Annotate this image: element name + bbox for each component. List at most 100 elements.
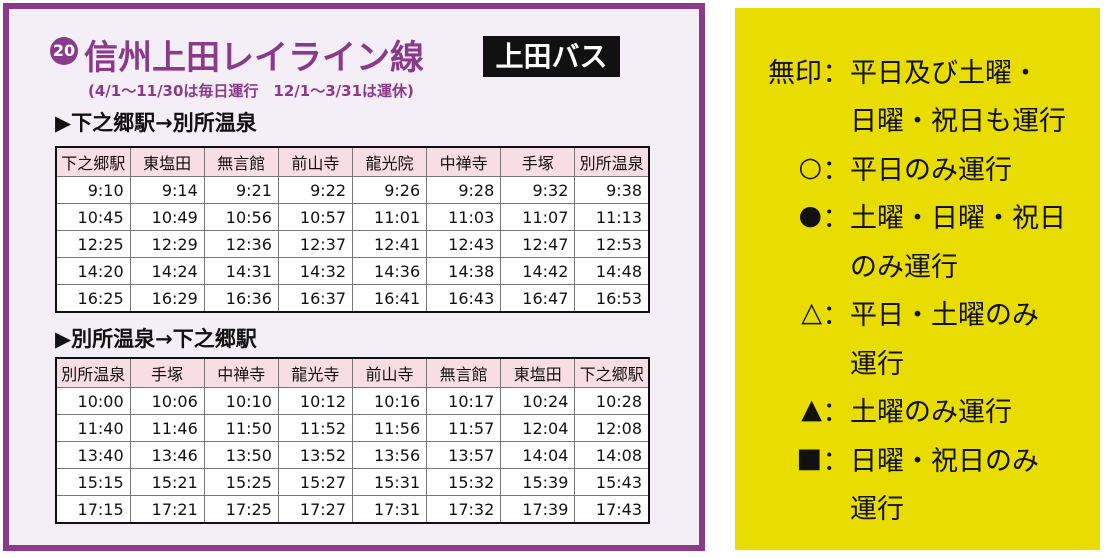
departure-time: 12:36 (203, 230, 279, 258)
departure-time: 16:47 (500, 284, 576, 313)
departure-time: 10:10 (203, 387, 279, 415)
stop-name: 東塩田 (500, 357, 576, 388)
time-row: 9:10 9:14 9:21 9:22 9:26 9:28 9:32 9:38 (55, 176, 650, 204)
departure-time: 10:17 (426, 387, 502, 415)
time-row: 10:00 10:06 10:10 10:12 10:16 10:17 10:24 10:28 (55, 387, 650, 415)
departure-time: 10:16 (351, 387, 428, 415)
departure-time: 17:25 (203, 495, 279, 524)
legend-symbol: ● (798, 200, 822, 232)
departure-time: 11:57 (426, 414, 502, 442)
departure-time: 14:36 (351, 257, 428, 285)
stop-name: 別所温泉 (55, 357, 131, 388)
legend-text: のみ運行 (850, 251, 958, 283)
stop-name: 手塚 (500, 146, 576, 177)
departure-time: 9:32 (500, 176, 576, 204)
time-row: 11:40 11:46 11:50 11:52 11:56 11:57 12:04 12:08 (55, 414, 650, 442)
departure-time: 14:38 (426, 257, 502, 285)
stop-name: 中禅寺 (426, 146, 502, 177)
departure-time: 17:21 (129, 495, 205, 524)
departure-time: 14:20 (55, 257, 131, 285)
legend-symbol: 無印 (768, 57, 822, 89)
departure-time: 14:32 (277, 257, 354, 285)
departure-time: 12:04 (500, 414, 576, 442)
stop-name: 前山寺 (277, 146, 354, 177)
stop-name: 東塩田 (129, 146, 205, 177)
service-note: (4/1～11/30は毎日運行 12/1～3/31は運休) (88, 82, 414, 100)
legend-separator: ： (822, 203, 850, 235)
header-row: 別所温泉 手塚 中禅寺 龍光寺 前山寺 無言館 東塩田 下之郷駅 (55, 357, 650, 388)
departure-time: 15:25 (203, 468, 279, 496)
legend-line: △：平日・土曜のみ (735, 289, 1100, 338)
departure-time: 9:21 (203, 176, 279, 204)
departure-time: 9:26 (351, 176, 428, 204)
legend-line: ●：土曜・日曜・祝日 (735, 192, 1100, 241)
departure-time: 12:25 (55, 230, 131, 258)
departure-time: 11:07 (500, 203, 576, 231)
header-row: 下之郷駅 東塩田 無言館 前山寺 龍光院 中禅寺 手塚 別所温泉 (55, 146, 650, 177)
legend-separator: ： (822, 445, 850, 477)
legend-text: 土曜・日曜・祝日 (850, 203, 1066, 235)
departure-time: 16:53 (574, 284, 650, 313)
legend-separator: ： (822, 397, 850, 429)
legend-line: 運行 (735, 483, 1100, 532)
time-row: 16:25 16:29 16:36 16:37 16:41 16:43 16:47 16:53 (55, 284, 650, 313)
stop-name: 龍光寺 (277, 357, 354, 388)
route-title: 信州上田レイライン線 (84, 38, 424, 78)
stop-name: 龍光院 (351, 146, 428, 177)
departure-time: 13:56 (351, 441, 428, 469)
legend-symbol: ■ (796, 442, 822, 474)
departure-time: 13:50 (203, 441, 279, 469)
section-title: ▶下之郷駅→別所温泉 (55, 111, 257, 135)
departure-time: 13:46 (129, 441, 205, 469)
departure-time: 10:12 (277, 387, 354, 415)
departure-time: 10:49 (129, 203, 205, 231)
route-number: 20 (50, 37, 78, 65)
departure-time: 17:43 (574, 495, 650, 524)
timetable: 下之郷駅 東塩田 無言館 前山寺 龍光院 中禅寺 手塚 別所温泉 9:10 9:14 9:21 9:2… (55, 146, 650, 313)
departure-time: 15:39 (500, 468, 576, 496)
departure-time: 11:50 (203, 414, 279, 442)
legend-separator: ： (822, 154, 850, 186)
legend-text: 平日及び土曜・ (850, 57, 1039, 89)
departure-time: 16:41 (351, 284, 428, 313)
legend-line: 日曜・祝日も運行 (735, 95, 1100, 144)
departure-time: 17:27 (277, 495, 354, 524)
departure-time: 11:56 (351, 414, 428, 442)
departure-time: 9:28 (426, 176, 502, 204)
departure-time: 12:08 (574, 414, 650, 442)
departure-time: 9:10 (55, 176, 131, 204)
departure-time: 15:32 (426, 468, 502, 496)
departure-time: 10:45 (55, 203, 131, 231)
departure-time: 17:15 (55, 495, 131, 524)
stop-name: 別所温泉 (574, 146, 650, 177)
departure-time: 11:03 (426, 203, 502, 231)
time-row: 10:45 10:49 10:56 10:57 11:01 11:03 11:07 11:13 (55, 203, 650, 231)
departure-time: 15:21 (129, 468, 205, 496)
stop-name: 下之郷駅 (55, 146, 131, 177)
departure-time: 12:29 (129, 230, 205, 258)
departure-time: 12:37 (277, 230, 354, 258)
legend-text: 日曜・祝日のみ (850, 445, 1039, 477)
departure-time: 13:57 (426, 441, 502, 469)
departure-time: 14:24 (129, 257, 205, 285)
legend: 無印：平日及び土曜・ 日曜・祝日も運行 ○：平日のみ運行 ●：土曜・日曜・祝日 のみ運行… (735, 8, 1100, 531)
departure-time: 10:24 (500, 387, 576, 415)
time-row: 14:20 14:24 14:31 14:32 14:36 14:38 14:42 14:48 (55, 257, 650, 285)
stop-name: 中禅寺 (203, 357, 279, 388)
legend-symbol: ○ (798, 151, 822, 183)
departure-time: 16:29 (129, 284, 205, 313)
table: 下之郷駅 東塩田 無言館 前山寺 龍光院 中禅寺 手塚 別所温泉 9:10 9:14 9:21 9:2… (55, 146, 650, 313)
departure-time: 10:57 (277, 203, 354, 231)
departure-time: 16:37 (277, 284, 354, 313)
stop-name: 手塚 (129, 357, 205, 388)
departure-time: 16:25 (55, 284, 131, 313)
legend-symbol: △ (801, 297, 822, 329)
departure-time: 16:43 (426, 284, 502, 313)
time-row: 13:40 13:46 13:50 13:52 13:56 13:57 14:04 14:08 (55, 441, 650, 469)
time-row: 12:25 12:29 12:36 12:37 12:41 12:43 12:47 12:53 (55, 230, 650, 258)
departure-time: 10:06 (129, 387, 205, 415)
legend-separator: ： (822, 57, 850, 89)
operator: 上田バス (483, 36, 620, 77)
departure-time: 14:31 (203, 257, 279, 285)
